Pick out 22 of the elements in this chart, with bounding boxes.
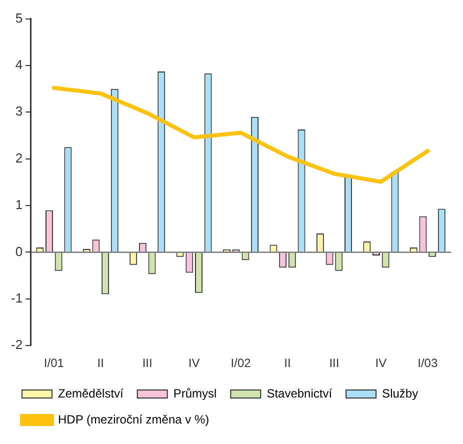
y-tick-label: -1 [10,290,23,306]
y-tick-label: -2 [10,337,23,352]
x-tick-label: I/01 [44,356,64,370]
x-tick-label: III [329,356,340,370]
x-tick-label: IV [375,356,387,370]
y-tick-label: 3 [15,104,23,119]
legend-label: Služby [382,386,418,400]
x-tick-label: III [142,356,152,370]
legend-label: HDP (meziroční změna v %) [58,412,210,426]
y-tick-label: 5 [15,10,23,26]
y-tick-label: 0 [15,244,23,259]
legend-label: Průmysl [173,386,217,400]
y-tick-label: 1 [15,197,23,212]
x-tick-label: II [97,356,104,370]
legend-label: Zemědělství [58,386,124,400]
legend-label: Stavebnictví [266,386,333,400]
x-tick-label: I/02 [230,356,252,370]
x-tick-label: IV [188,356,200,370]
x-tick-label: II [284,356,291,370]
x-tick-label: I/03 [418,356,438,370]
y-tick-label: 4 [15,57,23,72]
y-tick-label: 2 [15,150,23,166]
